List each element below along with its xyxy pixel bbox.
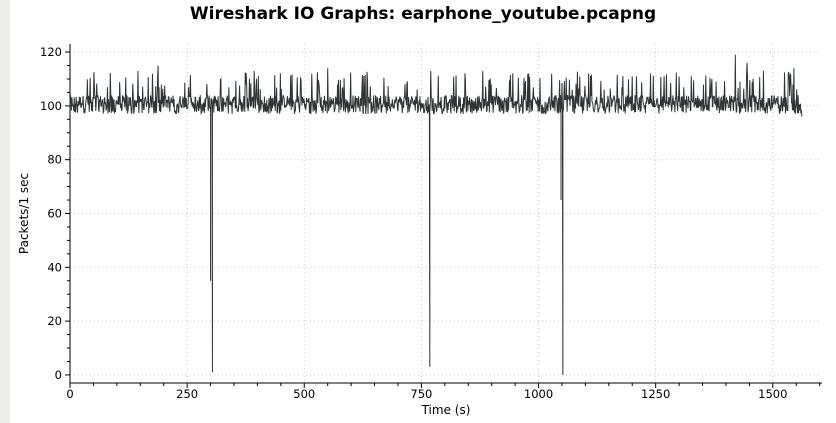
x-tick-label: 250 (176, 387, 198, 401)
axes (65, 44, 822, 388)
y-tick-label: 120 (40, 45, 62, 59)
y-tick-label: 100 (40, 99, 62, 113)
x-tick-label: 0 (66, 387, 73, 401)
y-tick-label: 80 (47, 153, 62, 167)
y-axis-label: Packets/1 sec (17, 173, 31, 254)
x-tick-label: 1250 (641, 387, 670, 401)
y-tick-label: 20 (47, 314, 62, 328)
x-tick-label: 500 (293, 387, 315, 401)
chart-title: Wireshark IO Graphs: earphone_youtube.pc… (189, 4, 657, 24)
y-tick-label: 60 (47, 207, 62, 221)
y-tick-label: 0 (55, 368, 62, 382)
x-axis-label: Time (s) (421, 403, 471, 417)
x-tick-label: 1500 (758, 387, 787, 401)
series-layer (69, 54, 803, 375)
x-tick-label: 1000 (524, 387, 553, 401)
chart-canvas: 0 250 500 750 1000 1250 1500 0 20 40 60 80 100 120 Ti… (17, 44, 822, 417)
x-tick-label: 750 (410, 387, 432, 401)
y-tick-label: 40 (47, 260, 62, 274)
io-graph-figure: Wireshark IO Graphs: earphone_youtube.pc… (10, 0, 836, 423)
tick-labels: 0 250 500 750 1000 1250 1500 0 20 40 60 80 100 120 (40, 45, 787, 401)
packets-series-line (69, 54, 803, 375)
